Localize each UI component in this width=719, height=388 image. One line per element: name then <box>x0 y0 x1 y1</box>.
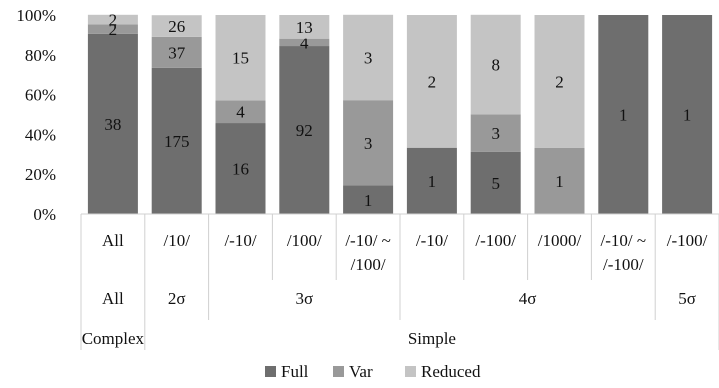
data-label: 2 <box>555 72 564 91</box>
category-label: /-10/ <box>224 231 256 250</box>
data-label: 92 <box>296 121 313 140</box>
bar-segment-var <box>470 114 521 152</box>
sigma-group-label: 3σ <box>295 289 313 308</box>
bar-segment-full <box>343 185 394 214</box>
legend-swatch-reduced <box>405 366 416 377</box>
category-label: /100/ <box>287 231 322 250</box>
y-tick-label: 0% <box>33 205 56 224</box>
bar-segment-full <box>87 33 138 214</box>
data-label: 3 <box>491 124 500 143</box>
sigma-group-label: All <box>102 289 124 308</box>
bar-segment-reduced <box>534 15 585 148</box>
bar-segment-reduced <box>151 15 202 37</box>
category-label: /-100/ <box>667 231 708 250</box>
bar-segment-var <box>279 38 330 47</box>
legend-swatch-var <box>333 366 344 377</box>
sigma-group-label: 4σ <box>519 289 537 308</box>
y-tick-label: 40% <box>25 125 56 144</box>
bar-segment-reduced <box>406 15 457 148</box>
bar-segment-reduced <box>279 15 330 39</box>
bar-segment-var <box>343 100 394 186</box>
bar-segment-full <box>406 147 457 214</box>
data-label: 8 <box>491 56 500 75</box>
complexity-group-label: Simple <box>408 329 456 348</box>
data-label: 2 <box>109 11 118 30</box>
legend-label: Var <box>349 362 373 381</box>
data-label: 2 <box>428 72 437 91</box>
data-label: 4 <box>300 33 309 52</box>
data-label: 26 <box>168 17 185 36</box>
bar-segment-full <box>215 123 266 214</box>
bar-segment-reduced <box>343 14 394 101</box>
bar-segment-var <box>215 100 266 124</box>
category-label: /-100/ <box>475 231 516 250</box>
data-label: 1 <box>364 191 373 210</box>
bar-segment-var <box>87 24 138 34</box>
bar-segment-var <box>534 147 585 214</box>
bar-segment-full <box>279 46 330 214</box>
data-label: 38 <box>104 115 121 134</box>
category-label: /-100/ <box>603 255 644 274</box>
legend-label: Full <box>281 362 309 381</box>
data-label: 15 <box>232 49 249 68</box>
bar-segment-reduced <box>215 15 266 101</box>
bar-segment-var <box>151 36 202 68</box>
category-label: /-10/ ~ <box>345 231 391 250</box>
y-tick-label: 20% <box>25 165 56 184</box>
sigma-group-label: 5σ <box>678 289 696 308</box>
data-label: 5 <box>491 174 500 193</box>
bar-segment-full <box>662 15 713 214</box>
category-label: /10/ <box>163 231 190 250</box>
bar-segment-reduced <box>470 14 521 115</box>
bar-segment-reduced <box>87 14 138 25</box>
category-label: /100/ <box>351 255 386 274</box>
data-label: 175 <box>164 132 190 151</box>
bar-segment-full <box>470 151 521 214</box>
data-label: 1 <box>683 106 692 125</box>
y-tick-label: 100% <box>16 6 56 25</box>
legend-swatch-full <box>265 366 276 377</box>
data-label: 3 <box>364 134 373 153</box>
data-label: 13 <box>296 18 313 37</box>
category-label: /-10/ ~ <box>601 231 647 250</box>
data-label: 1 <box>428 172 437 191</box>
category-label: All <box>102 231 124 250</box>
data-label: 37 <box>168 43 186 62</box>
y-tick-label: 60% <box>25 86 56 105</box>
complexity-group-label: Complex <box>82 329 145 348</box>
data-label: 16 <box>232 160 249 179</box>
sigma-group-label: 2σ <box>168 289 186 308</box>
category-label: /-10/ <box>416 231 448 250</box>
bar-segment-full <box>598 15 649 214</box>
data-label: 3 <box>364 48 373 67</box>
category-label: /1000/ <box>538 231 582 250</box>
legend-label: Reduced <box>421 362 481 381</box>
data-label: 4 <box>236 103 245 122</box>
bar-segment-full <box>151 67 202 214</box>
y-tick-label: 80% <box>25 46 56 65</box>
data-label: 1 <box>555 172 564 191</box>
data-label: 2 <box>109 20 118 39</box>
data-label: 1 <box>619 106 628 125</box>
